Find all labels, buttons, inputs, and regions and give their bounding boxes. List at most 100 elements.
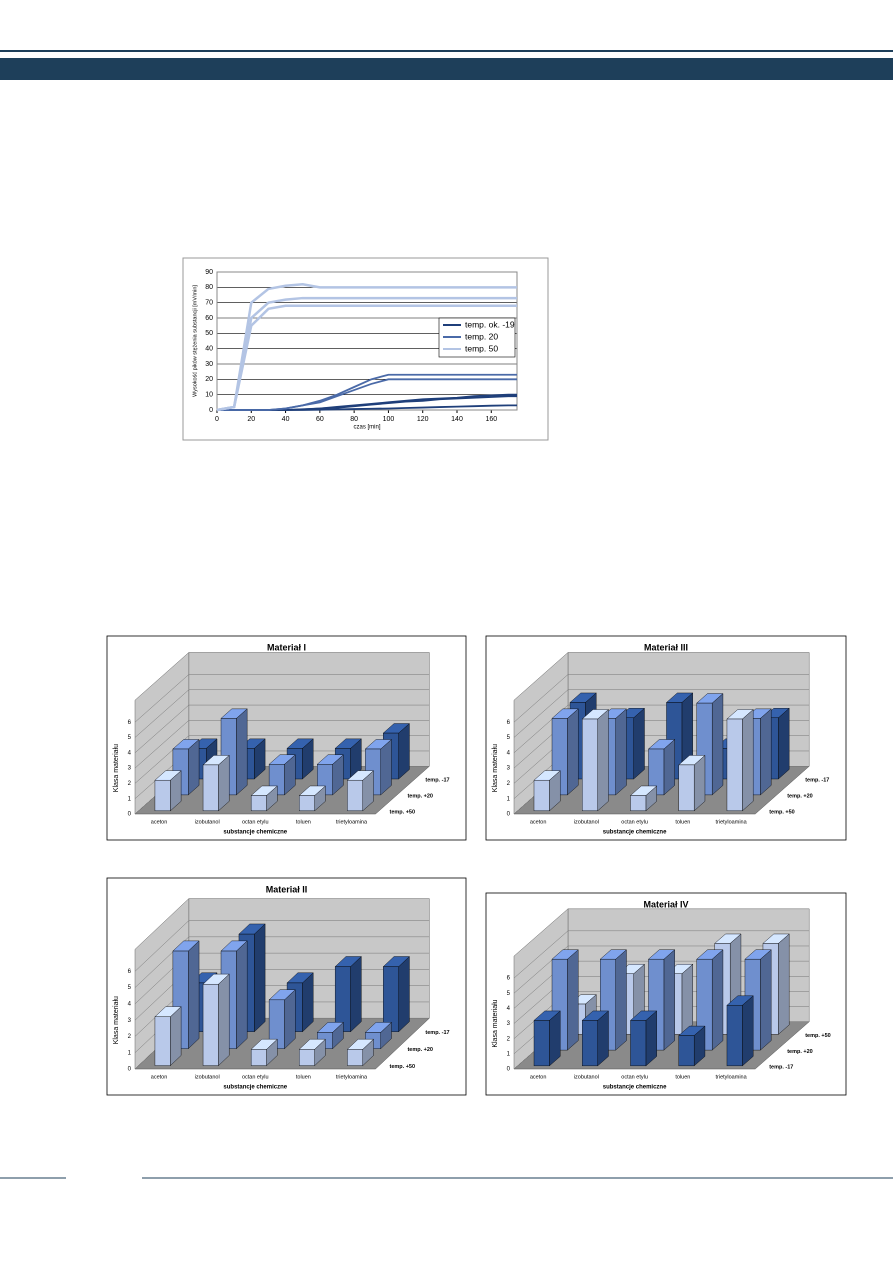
- series-label: temp. +20: [407, 1047, 433, 1053]
- y-tick-label: 2: [507, 1036, 511, 1042]
- y-tick-label: 0: [507, 812, 511, 818]
- bar-side: [350, 956, 362, 1033]
- x-tick-label: trietyloamina: [336, 1074, 368, 1080]
- series-label: temp. +50: [805, 1033, 831, 1039]
- bar: [678, 1035, 695, 1067]
- bar-side: [597, 709, 609, 812]
- bar-side: [760, 708, 772, 796]
- line-series: [217, 378, 517, 411]
- bar: [202, 764, 219, 812]
- bar-side: [760, 949, 772, 1051]
- x-tick-label: 0: [215, 416, 219, 423]
- bar: [299, 1049, 315, 1066]
- bar-side: [398, 956, 410, 1033]
- x-axis-label: substancje chemiczne: [603, 830, 667, 836]
- bar-side: [742, 995, 754, 1067]
- bar-side: [778, 707, 790, 780]
- y-tick-label: 0: [128, 812, 132, 818]
- series-label: temp. +20: [407, 794, 433, 800]
- bar: [630, 1020, 647, 1067]
- x-tick-label: toluen: [675, 819, 690, 825]
- y-axis-label: Klasa materiału: [492, 744, 499, 792]
- chart-title: Materiał IV: [643, 899, 688, 909]
- line-series: [216, 283, 517, 412]
- series-label: temp. +50: [390, 809, 416, 815]
- grid-line: [134, 674, 430, 723]
- grid-line: [134, 689, 430, 738]
- bar: [582, 1020, 598, 1067]
- x-tick-label: aceton: [151, 1074, 168, 1080]
- bar-side: [615, 708, 627, 796]
- x-tick-label: octan etylu: [242, 1074, 269, 1080]
- y-tick-label: 6: [507, 720, 511, 726]
- y-tick-label: 4: [128, 750, 132, 756]
- y-tick-label: 20: [205, 376, 213, 383]
- y-tick-label: 5: [128, 735, 132, 741]
- y-axis-label: Klasa materiału: [492, 999, 499, 1047]
- line-series: [216, 304, 517, 412]
- x-tick-label: aceton: [530, 819, 547, 825]
- y-tick-label: 70: [205, 300, 213, 307]
- y-tick-label: 2: [507, 781, 511, 787]
- y-tick-label: 5: [128, 985, 132, 991]
- y-tick-label: 1: [128, 1050, 132, 1056]
- bar-side: [188, 940, 200, 1050]
- bar: [630, 795, 647, 812]
- x-tick-label: 140: [451, 416, 463, 423]
- x-axis-label: czas [min]: [353, 425, 380, 431]
- grid-line: [134, 920, 430, 972]
- y-tick-label: 30: [205, 361, 213, 368]
- y-tick-label: 4: [507, 750, 511, 756]
- grid-line: [134, 735, 430, 784]
- bar-side: [254, 923, 266, 1033]
- x-tick-label: izobutanol: [195, 1074, 220, 1080]
- y-tick-label: 1: [507, 796, 511, 802]
- legend-label: temp. ok. -19: [465, 319, 515, 329]
- y-tick-label: 0: [507, 1067, 511, 1073]
- y-tick-label: 0: [128, 1067, 132, 1073]
- grid-line: [513, 689, 810, 738]
- x-axis-label: substancje chemiczne: [223, 830, 287, 836]
- series-label: temp. +50: [390, 1064, 416, 1070]
- y-axis-label: Wysokość pików stężenia substancji [mV/m…: [192, 285, 198, 397]
- bar: [383, 966, 399, 1032]
- x-tick-label: octan etylu: [242, 819, 269, 825]
- y-tick-label: 5: [507, 991, 511, 997]
- bar-side: [711, 949, 724, 1051]
- grid-line: [513, 704, 810, 753]
- x-tick-label: trietyloamina: [336, 819, 368, 825]
- x-tick-label: 160: [485, 416, 497, 423]
- x-tick-label: izobutanol: [574, 819, 599, 825]
- y-tick-label: 2: [128, 781, 132, 787]
- bar-side: [681, 963, 693, 1035]
- y-tick-label: 10: [205, 392, 213, 399]
- bar: [347, 780, 363, 812]
- y-axis-label: Klasa materiału: [113, 996, 120, 1044]
- y-tick-label: 80: [205, 284, 213, 291]
- bar-side: [218, 973, 230, 1067]
- bar-side: [567, 949, 579, 1051]
- bar: [726, 718, 743, 812]
- series-label: temp. +20: [787, 794, 813, 800]
- y-tick-label: 6: [507, 976, 511, 982]
- y-tick-label: 3: [128, 766, 132, 772]
- bar: [533, 780, 550, 812]
- line-series: [216, 296, 517, 412]
- y-tick-label: 1: [507, 1051, 511, 1057]
- chart-title: Materiał III: [644, 642, 688, 652]
- x-tick-label: izobutanol: [574, 1074, 599, 1080]
- y-tick-label: 6: [128, 720, 132, 726]
- y-tick-label: 6: [128, 969, 132, 975]
- bar: [202, 984, 219, 1066]
- x-tick-label: aceton: [151, 819, 168, 825]
- series-label: temp. +50: [769, 809, 795, 815]
- y-tick-label: 40: [205, 346, 213, 353]
- legend-label: temp. 50: [465, 343, 498, 353]
- grid-line: [134, 704, 430, 753]
- legend-label: temp. 20: [465, 331, 498, 341]
- bar: [154, 780, 171, 812]
- series-label: temp. -17: [425, 778, 449, 784]
- bar: [250, 1049, 267, 1066]
